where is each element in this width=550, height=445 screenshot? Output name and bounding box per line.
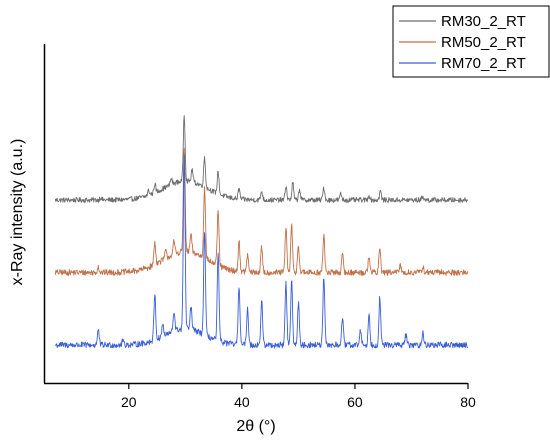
x-tick-label: 60 <box>347 394 363 410</box>
series-layer <box>54 115 469 349</box>
y-axis-title: x-Ray intensity (a.u.) <box>9 139 26 286</box>
legend: RM30_2_RT RM50_2_RT RM70_2_RT <box>392 5 550 78</box>
legend-label-rm70: RM70_2_RT <box>441 55 526 72</box>
x-tick-label: 20 <box>121 394 137 410</box>
x-ticks: 20 40 60 80 <box>121 383 476 410</box>
series-line-rm30-2-rt <box>54 115 469 203</box>
x-tick-label: 80 <box>460 394 476 410</box>
legend-label-rm50: RM50_2_RT <box>441 34 526 51</box>
legend-label-rm30: RM30_2_RT <box>441 13 526 30</box>
x-tick-label: 40 <box>234 394 250 410</box>
x-axis-title: 2θ (°) <box>236 418 275 435</box>
series-line-rm50-2-rt <box>54 147 469 276</box>
series-line-rm70-2-rt <box>55 154 468 349</box>
